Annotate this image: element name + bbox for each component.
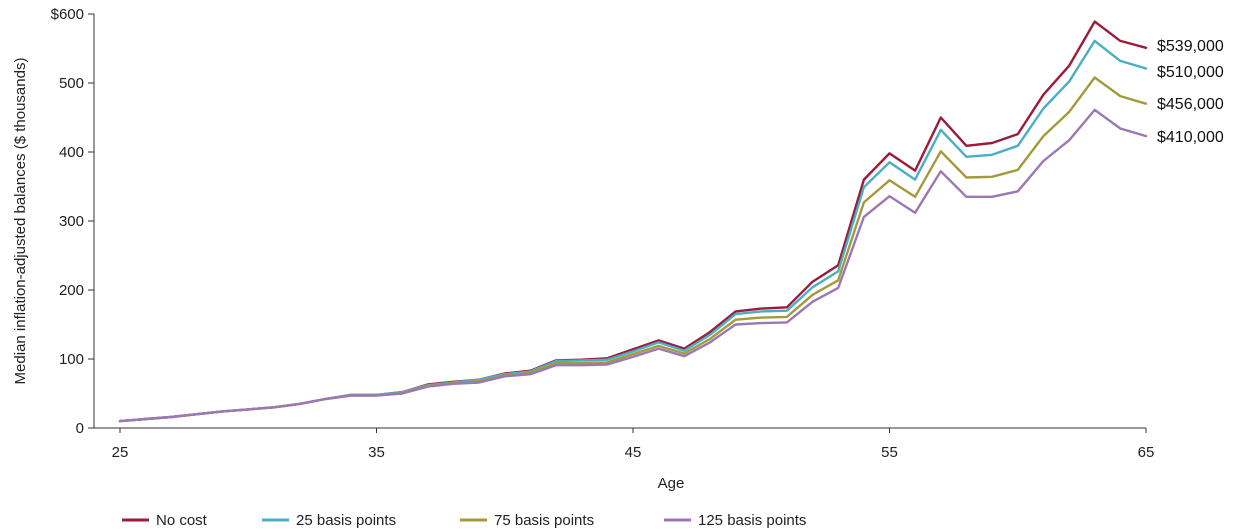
- y-tick-label: 400: [59, 144, 84, 161]
- x-tick-label: 65: [1138, 444, 1155, 461]
- legend: No cost 25 basis points 75 basis points 125…: [122, 512, 806, 529]
- series-line-3: [118, 108, 1148, 423]
- x-tick-label: 55: [881, 444, 898, 461]
- y-tick-label: 0: [76, 420, 84, 437]
- end-value-labels: $539,000 $510,000 $456,000 $410,000: [1157, 38, 1224, 146]
- series-line-0: [118, 20, 1148, 423]
- series-lines: [118, 20, 1148, 423]
- legend-label: 25 basis points: [296, 512, 396, 529]
- x-axis-title: Age: [658, 475, 685, 492]
- y-tick-labels: 0 100 200 300 400 500 $600: [51, 6, 94, 437]
- legend-label: 75 basis points: [494, 512, 594, 529]
- y-tick-label: $600: [51, 6, 84, 23]
- legend-label: No cost: [156, 512, 208, 529]
- x-tick-label: 35: [368, 444, 385, 461]
- x-tick-labels: 25 35 45 55 65: [112, 428, 1155, 461]
- y-tick-label: 500: [59, 75, 84, 92]
- y-axis-title-group: Median inflation-adjusted balances ($ th…: [12, 58, 29, 385]
- x-tick-label: 25: [112, 444, 129, 461]
- y-axis-title: Median inflation-adjusted balances ($ th…: [12, 58, 29, 385]
- end-value-label: $410,000: [1157, 129, 1224, 146]
- x-tick-label: 45: [625, 444, 642, 461]
- legend-label: 125 basis points: [698, 512, 806, 529]
- axes: [93, 14, 1146, 429]
- y-tick-label: 300: [59, 213, 84, 230]
- end-value-label: $456,000: [1157, 96, 1224, 113]
- end-value-label: $510,000: [1157, 64, 1224, 81]
- end-value-label: $539,000: [1157, 38, 1224, 55]
- series-line-1: [118, 39, 1148, 423]
- series-line-2: [118, 76, 1148, 423]
- y-tick-label: 100: [59, 351, 84, 368]
- y-tick-label: 200: [59, 282, 84, 299]
